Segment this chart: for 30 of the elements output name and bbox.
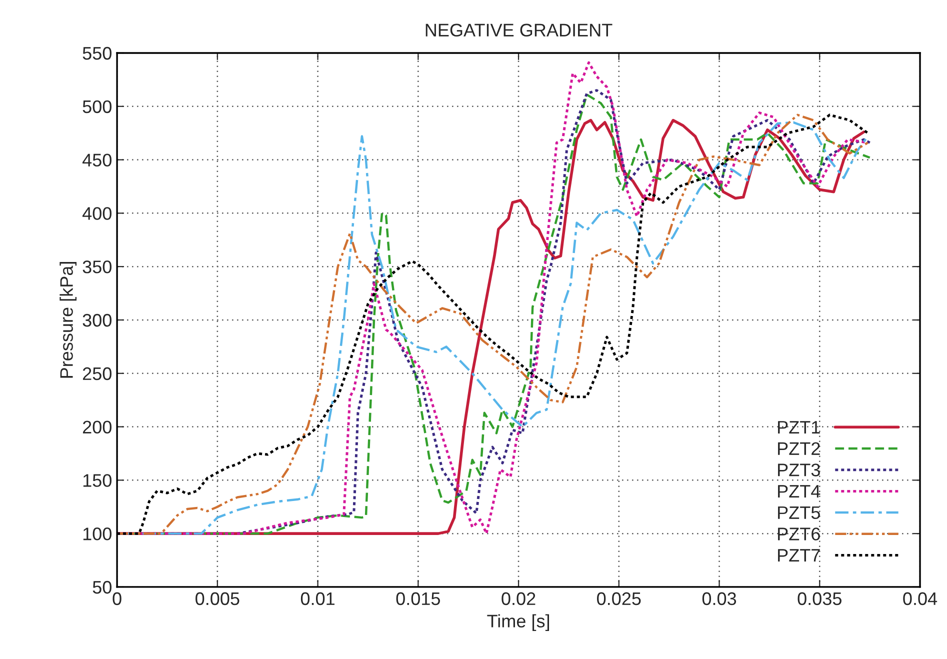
y-tick-label: 300 — [82, 314, 112, 327]
y-tick-label: 500 — [82, 100, 112, 114]
x-axis-title: Time [s] — [487, 614, 550, 632]
x-tick-label: 0.02 — [502, 592, 536, 606]
y-tick-label: 250 — [82, 367, 112, 380]
x-tick-label: 0.035 — [798, 592, 842, 606]
y-tick-label: 550 — [82, 46, 112, 60]
chart-title: NEGATIVE GRADIENT — [426, 24, 612, 36]
y-tick-label: 200 — [82, 420, 112, 434]
y-tick-label: 400 — [82, 207, 112, 220]
legend-label: PZT1 — [778, 421, 820, 434]
x-tick-label: 0 — [112, 592, 122, 606]
x-tick-label: 0.005 — [196, 592, 240, 606]
x-tick-label: 0.025 — [597, 592, 641, 606]
y-axis-title: Pressure [kPa] — [60, 262, 77, 378]
x-tick-label: 0.03 — [702, 592, 736, 606]
x-tick-label: 0.015 — [396, 592, 440, 606]
legend-label: PZT6 — [778, 528, 820, 540]
y-tick-label: 100 — [83, 528, 112, 540]
legend-label: PZT7 — [778, 549, 820, 562]
y-tick-label: 150 — [83, 474, 112, 487]
y-tick-label: 450 — [82, 154, 112, 166]
legend-label: PZT3 — [778, 464, 820, 476]
y-tick-label: 350 — [82, 260, 112, 274]
x-tick-label: 0.04 — [903, 592, 938, 606]
legend-label: PZT5 — [778, 506, 820, 520]
x-tick-label: 0.01 — [300, 592, 334, 606]
legend-label: PZT4 — [778, 485, 820, 498]
y-tick-label: 50 — [92, 580, 112, 594]
legend-label: PZT2 — [778, 442, 820, 455]
